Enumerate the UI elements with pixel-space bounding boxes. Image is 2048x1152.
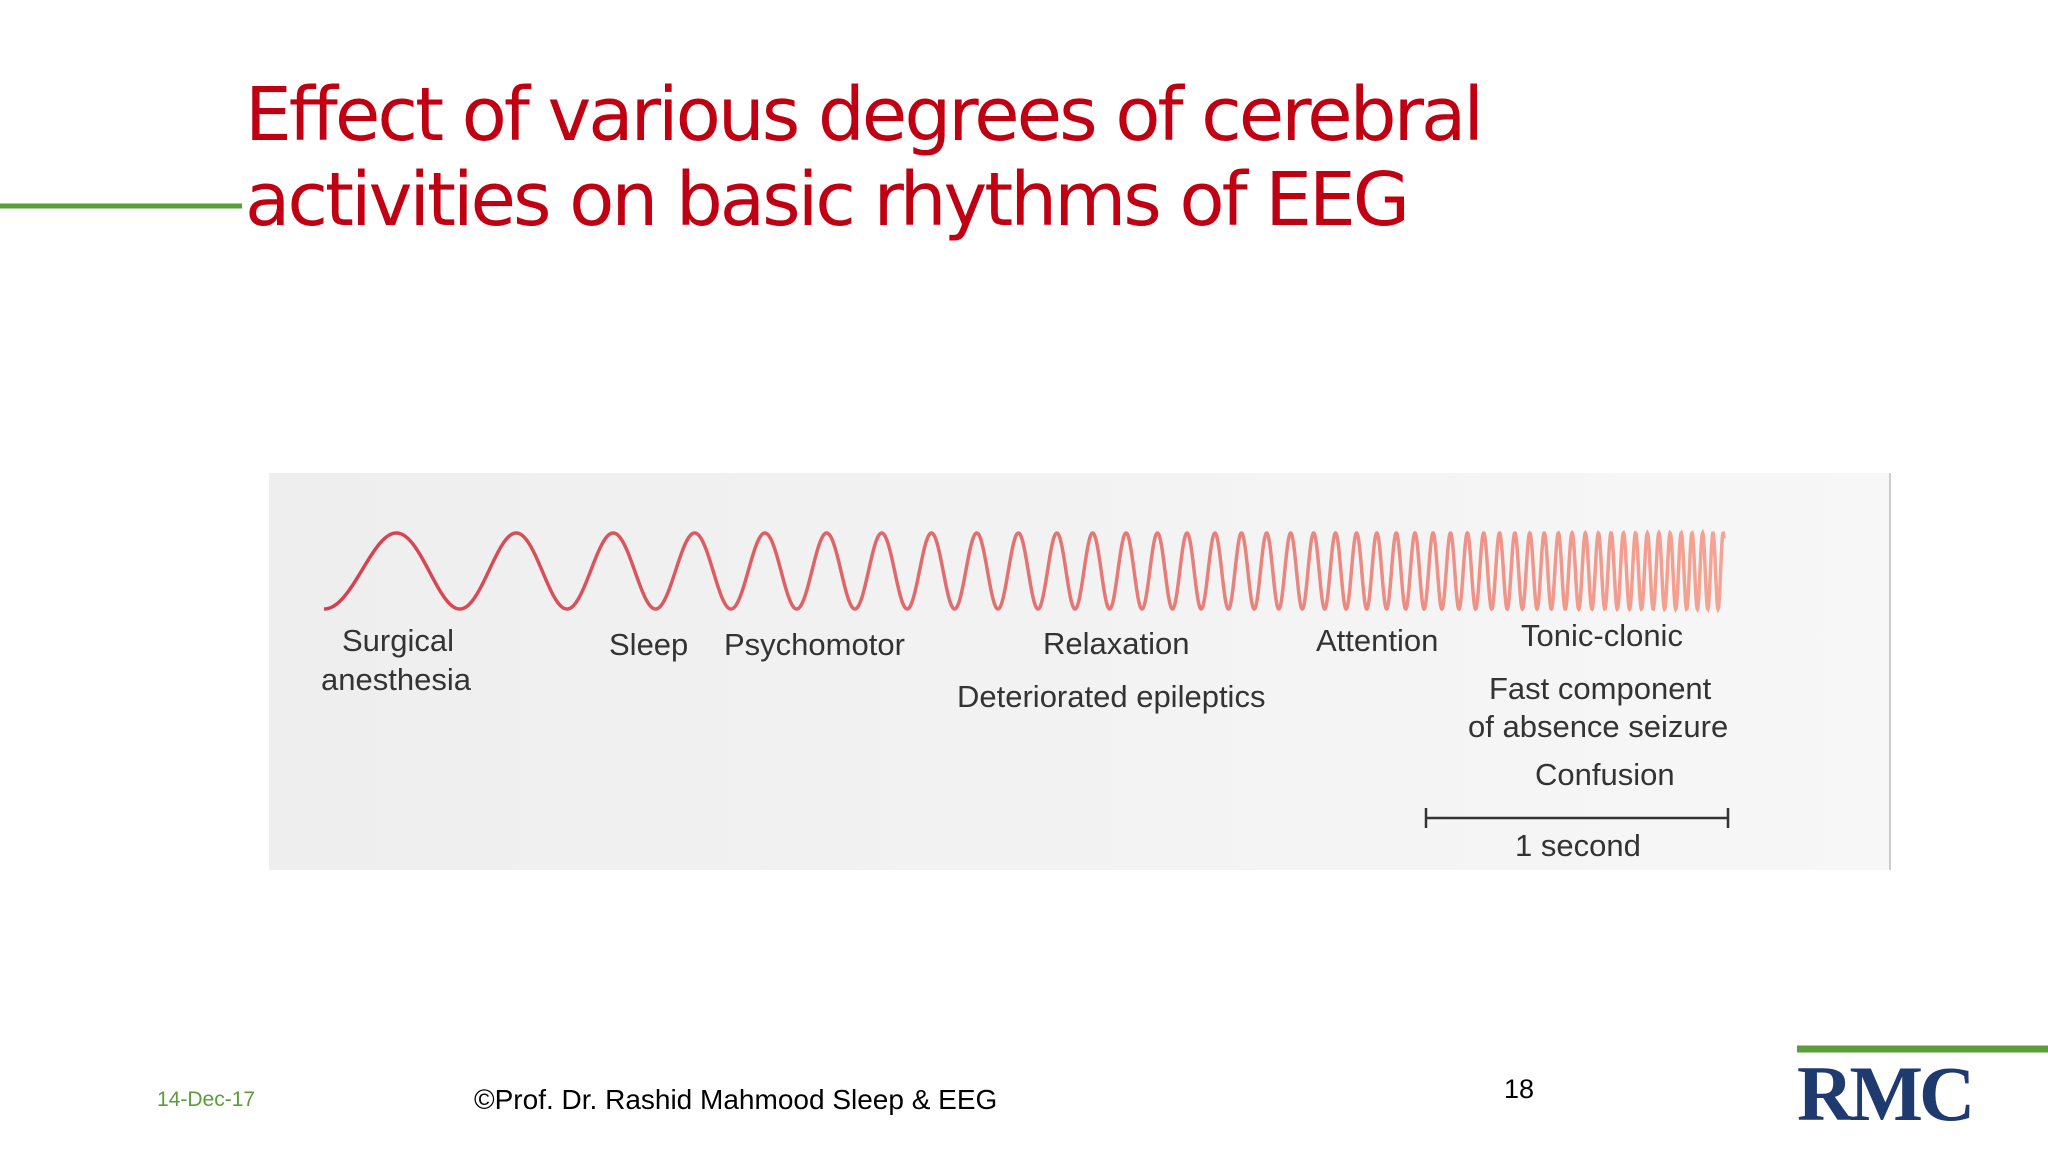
- page-number: 18: [1504, 1074, 1534, 1104]
- footer-date: 14-Dec-17: [157, 1088, 255, 1111]
- title-line: activities on basic rhythms of EEG: [245, 157, 1407, 243]
- figure-label: anesthesia: [321, 662, 472, 697]
- figure: Surgical anesthesia Sleep Psychomotor Re…: [269, 473, 1891, 870]
- figure-label: Attention: [1316, 623, 1438, 658]
- logo: RMC: [1797, 1050, 1971, 1137]
- figure-label: Surgical: [342, 623, 454, 658]
- figure-label: Relaxation: [1043, 626, 1189, 661]
- figure-label: Psychomotor: [724, 627, 905, 662]
- figure-background: [269, 473, 1890, 870]
- figure-label: of absence seizure: [1468, 709, 1728, 744]
- figure-label: Fast component: [1489, 671, 1712, 706]
- title-line: Effect of various degrees of cerebral: [245, 72, 1481, 158]
- figure-label: Confusion: [1535, 757, 1675, 792]
- figure-label: Deteriorated epileptics: [957, 679, 1265, 714]
- figure-label: Sleep: [609, 627, 688, 662]
- scale-label: 1 second: [1515, 828, 1641, 863]
- footer-copyright: ©Prof. Dr. Rashid Mahmood Sleep & EEG: [474, 1084, 997, 1115]
- figure-label: Tonic-clonic: [1521, 618, 1683, 653]
- scale-bar: [1424, 808, 1730, 828]
- eeg-wave: [324, 528, 1726, 614]
